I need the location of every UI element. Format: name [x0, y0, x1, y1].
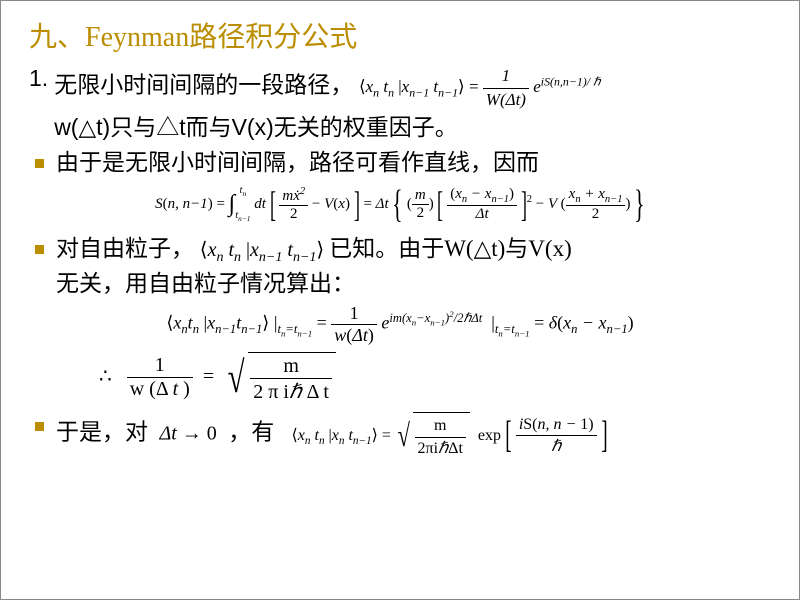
eq1: ⟨xn tn |xn−1 tn−1⟩ = 1W(Δt) eiS(n,n−1)/ … — [359, 77, 601, 96]
eq4: ∴ 1w (Δ t ) = √ m2 π iℏ Δ t — [29, 352, 771, 404]
eq1-den: W(Δt) — [483, 88, 529, 112]
bullet-icon — [35, 245, 44, 254]
item-5: 于是，对 Δt → 0 ，有 ⟨xn tn |xn tn−1⟩ = √ m2πi… — [29, 410, 771, 462]
line3a: 对自由粒子， — [56, 236, 194, 261]
line1-text: 无限小时间间隔的一段路径， ⟨xn tn |xn−1 tn−1⟩ = 1W(Δt… — [54, 65, 771, 143]
eq3: ⟨xntn |xn−1tn−1⟩ |tn=tn−1 = 1w(Δt) eim(x… — [29, 303, 771, 346]
list-number: 1. — [29, 65, 48, 92]
item-2: 由于是无限小时间间隔，路径可看作直线，因而 — [29, 147, 771, 178]
item-3: 对自由粒子， ⟨xn tn |xn−1 tn−1⟩ 已知。由于W(△t)与V(x… — [29, 233, 771, 299]
line1b: w(△t)只与△t而与V(x)无关的权重因子。 — [54, 114, 458, 140]
item-1: 1. 无限小时间间隔的一段路径， ⟨xn tn |xn−1 tn−1⟩ = 1W… — [29, 65, 771, 143]
eq2: S(n, n−1) = ∫tntn−1 dt [ mẋ22 − V(x) ] =… — [29, 182, 771, 227]
bullet-icon — [35, 422, 44, 431]
line5a: 于是，对 — [56, 420, 148, 445]
line1a: 无限小时间间隔的一段路径， — [54, 72, 353, 97]
line5-text: 于是，对 Δt → 0 ，有 ⟨xn tn |xn tn−1⟩ = √ m2πi… — [56, 410, 771, 462]
eq5-lim: Δt → 0 — [160, 423, 217, 445]
line5b: ，有 — [228, 420, 274, 445]
line3-text: 对自由粒子， ⟨xn tn |xn−1 tn−1⟩ 已知。由于W(△t)与V(x… — [56, 233, 771, 299]
slide-title: 九、Feynman路径积分公式 — [29, 15, 771, 55]
bullet-icon — [35, 159, 44, 168]
eq1-num: 1 — [483, 65, 529, 88]
eq3-bra: ⟨xn tn |xn−1 tn−1⟩ — [200, 239, 329, 261]
line3c: 无关，用自由粒子情况算出： — [56, 271, 355, 296]
line3b: 已知。由于W(△t)与V(x) — [329, 236, 572, 261]
eq5: ⟨xn tn |xn tn−1⟩ = √ m2πiℏΔt exp [ iS(n,… — [292, 427, 608, 444]
eq4-therefore: ∴ — [99, 366, 112, 388]
line2-text: 由于是无限小时间间隔，路径可看作直线，因而 — [56, 147, 771, 178]
